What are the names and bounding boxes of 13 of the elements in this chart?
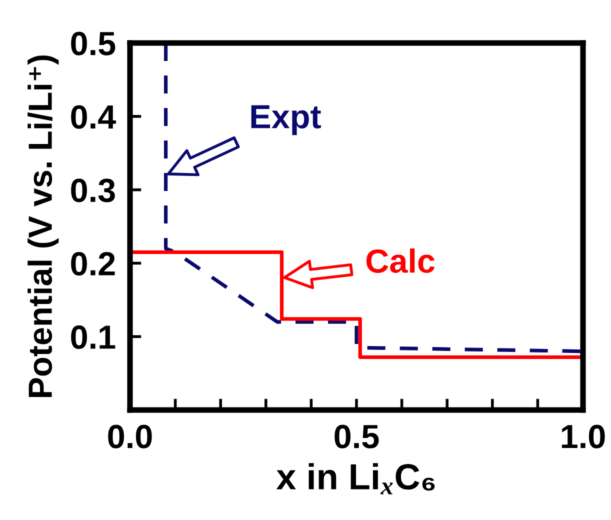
y-tick-label: 0.2 xyxy=(71,252,115,276)
y-tick-label: 0.1 xyxy=(71,325,116,350)
x-axis-title: x in Li$_{x}$C₆ xyxy=(276,463,435,494)
y-tick-label: 0.5 xyxy=(71,32,116,56)
annotation: Calc xyxy=(366,248,435,273)
annotation: Expt xyxy=(251,105,321,136)
y-tick-label: 0.4 xyxy=(71,105,116,129)
x-tick-label: 0.0 xyxy=(108,424,152,448)
line-series xyxy=(164,43,582,354)
x-tick-label: 1.0 xyxy=(562,424,605,448)
x-tick-label: 0.5 xyxy=(334,424,379,448)
y-tick-label: 0.3 xyxy=(71,178,115,202)
y-axis-title: Potential (V vs. Li/Li⁺) xyxy=(28,55,59,397)
